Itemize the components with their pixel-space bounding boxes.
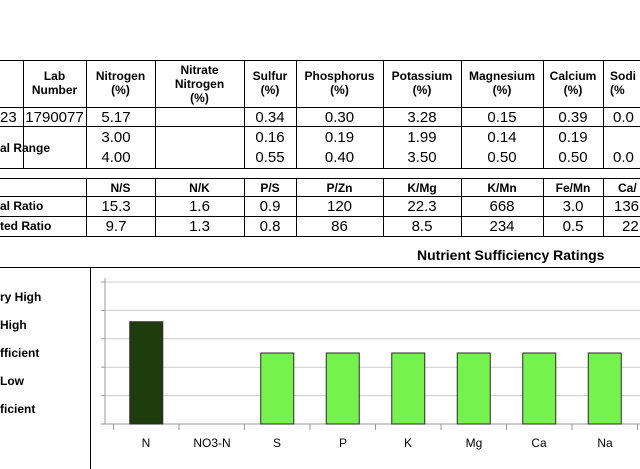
range-low-potassium: 1.99 (407, 129, 437, 146)
ratio-cell: 136 (614, 198, 640, 215)
range-high-nitrogen: 4.00 (101, 149, 131, 166)
ratio-cell: 668 (489, 198, 515, 215)
actual-ratio-label: al Ratio (0, 199, 44, 213)
header-potassium: Potassium (%) (391, 69, 453, 97)
x-tick-label: K (403, 436, 412, 450)
x-tick-label: NO3-N (193, 436, 231, 450)
ratio-header: N/S (110, 181, 131, 195)
header-sodium: Sodi (% (610, 69, 636, 97)
x-tick-label: Mg (465, 436, 483, 450)
bar-ca (522, 352, 557, 425)
ratio-cell: 8.5 (411, 218, 433, 235)
range-high-phosphorus: 0.40 (324, 149, 355, 166)
header-nitrogen: Nitrogen (%) (95, 69, 146, 97)
ratio-cell: 1.3 (189, 218, 210, 235)
bar-na (587, 352, 622, 425)
y-level-sufficient: fficient (0, 346, 40, 360)
sample-calcium: 0.39 (558, 109, 588, 126)
range-high-potassium: 3.50 (407, 149, 437, 166)
y-level-high: High (0, 318, 27, 332)
suggested-ratio-label: ted Ratio (0, 219, 52, 233)
ratio-cell: 3.0 (562, 198, 584, 215)
ratio-cell: 0.8 (259, 218, 281, 235)
ratio-cell: 86 (331, 218, 348, 235)
ratio-header: Ca/ (618, 181, 637, 195)
sample-lab-number: 1790077 (25, 109, 84, 126)
bar-s (260, 352, 295, 425)
ratio-cell: 15.3 (101, 198, 131, 215)
x-tick-label: S (272, 436, 281, 450)
sample-phosphorus: 0.30 (324, 109, 355, 126)
x-tick-label: P (338, 436, 347, 450)
range-high-calcium: 0.50 (558, 149, 588, 166)
ratio-header: P/Zn (326, 181, 353, 195)
range-high-magnesium: 0.50 (487, 149, 517, 166)
ratio-cell: 0.5 (562, 218, 584, 235)
header-nitrate-nitrogen: Nitrate Nitrogen (%) (174, 63, 225, 105)
normal-range-label: al Range (0, 141, 51, 155)
y-level-low: Low (0, 374, 24, 388)
bar-n (129, 321, 164, 425)
sample-sodium: 0.0 (613, 109, 634, 126)
y-level-very-high: ry High (0, 290, 42, 304)
bar-mg (456, 352, 491, 425)
sample-sulfur: 0.34 (255, 109, 285, 126)
bar-k (391, 352, 426, 425)
range-high-sodium: 0.0 (613, 149, 634, 166)
header-calcium: Calcium (%) (549, 69, 597, 97)
sample-potassium: 3.28 (407, 109, 437, 126)
header-phosphorus: Phosphorus (%) (304, 69, 375, 97)
ratio-cell: 1.6 (189, 198, 210, 215)
ratio-header: P/S (260, 181, 280, 195)
ratio-cell: 9.7 (105, 218, 127, 235)
y-level-deficient: ficient (0, 402, 36, 416)
range-low-sulfur: 0.16 (255, 129, 285, 146)
x-tick-label: Na (597, 436, 613, 450)
ratio-header: Fe/Mn (555, 181, 591, 195)
header-sulfur: Sulfur (%) (252, 69, 288, 97)
sample-date: 23 (0, 109, 17, 126)
sample-nitrogen: 5.17 (101, 109, 131, 126)
header-magnesium: Magnesium (%) (468, 69, 535, 97)
ratio-cell: 22.3 (407, 198, 437, 215)
header-lab-number: Lab Number (31, 69, 78, 97)
ratio-header: K/Mn (487, 181, 517, 195)
ratio-header: K/Mg (407, 181, 437, 195)
x-tick-label: Ca (531, 436, 547, 450)
ratio-header: N/K (189, 181, 210, 195)
bar-p (325, 352, 360, 425)
ratio-cell: 234 (489, 218, 515, 235)
x-tick-label: N (141, 436, 151, 450)
range-low-magnesium: 0.14 (487, 129, 517, 146)
sample-magnesium: 0.15 (487, 109, 517, 126)
ratio-cell: 0.9 (259, 198, 281, 215)
range-low-calcium: 0.19 (558, 129, 588, 146)
range-high-sulfur: 0.55 (255, 149, 285, 166)
range-low-phosphorus: 0.19 (324, 129, 355, 146)
ratio-cell: 120 (326, 198, 353, 215)
chart-title: Nutrient Sufficiency Ratings (417, 247, 605, 263)
range-low-nitrogen: 3.00 (101, 129, 131, 146)
ratio-cell: 22 (622, 218, 639, 235)
